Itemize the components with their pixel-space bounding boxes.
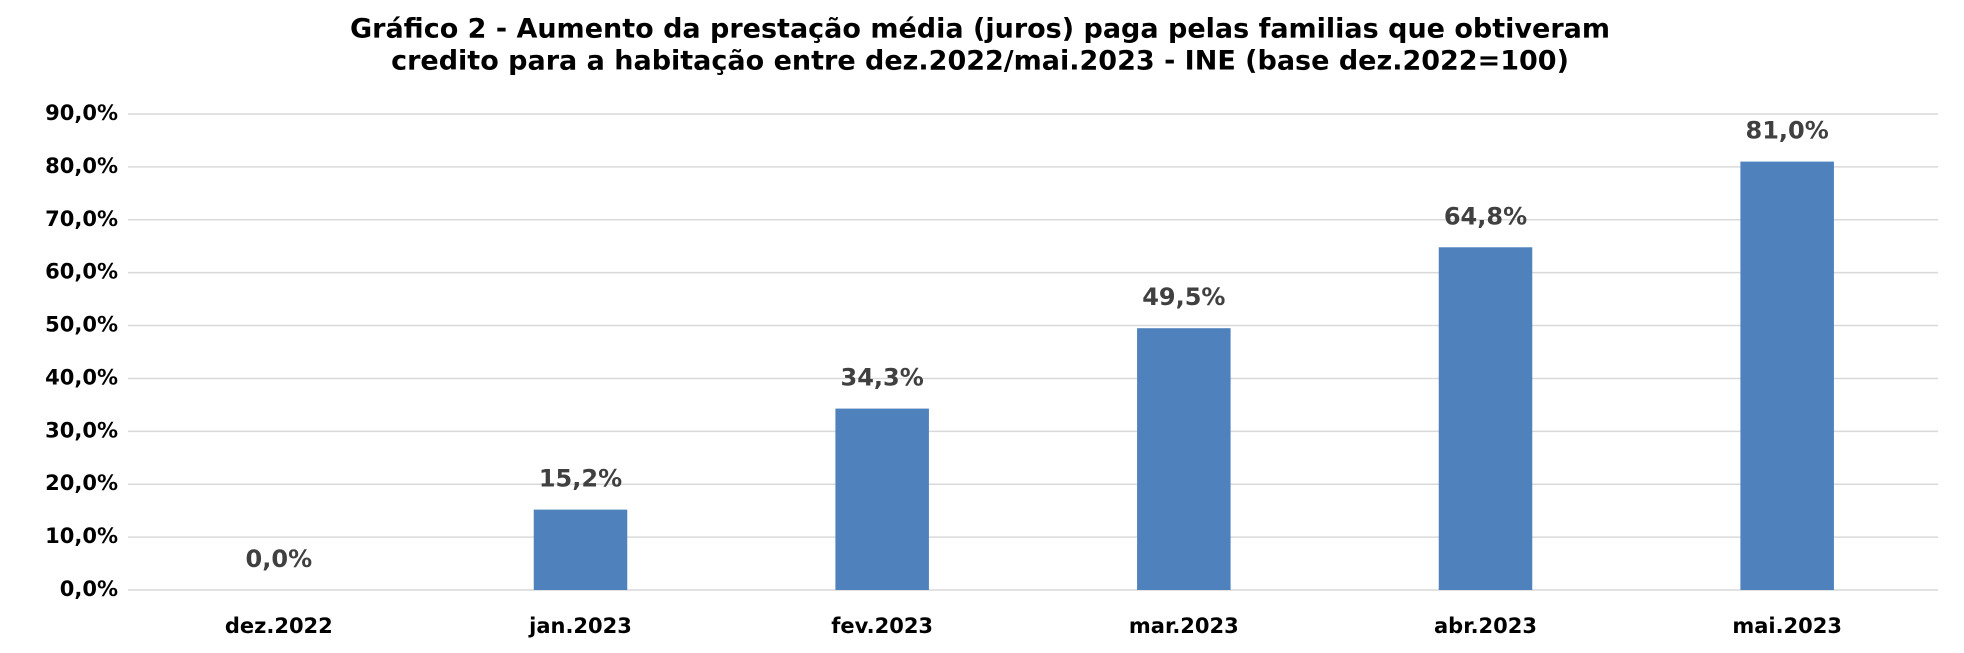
y-tick-label: 50,0% [45, 313, 118, 337]
bar [1740, 161, 1834, 590]
bar [1438, 247, 1533, 590]
chart-title: Gráfico 2 - Aumento da prestação média (… [350, 14, 1610, 45]
chart-title: credito para a habitação entre dez.2022/… [391, 46, 1569, 77]
value-label: 81,0% [1746, 117, 1829, 145]
x-tick-label: jan.2023 [528, 614, 632, 638]
y-tick-label: 60,0% [45, 260, 118, 284]
y-tick-label: 0,0% [60, 577, 118, 601]
x-tick-label: abr.2023 [1434, 614, 1537, 638]
bar [533, 509, 628, 590]
value-label: 64,8% [1444, 202, 1527, 230]
bar [835, 408, 929, 590]
y-tick-label: 40,0% [45, 365, 118, 389]
value-label: 15,2% [539, 465, 622, 493]
x-tick-label: mar.2023 [1129, 614, 1239, 638]
x-tick-label: dez.2022 [225, 614, 333, 638]
y-tick-label: 70,0% [45, 207, 118, 231]
y-tick-label: 90,0% [45, 101, 118, 125]
x-tick-label: fev.2023 [831, 614, 933, 638]
value-label: 34,3% [841, 364, 924, 392]
y-tick-label: 80,0% [45, 154, 118, 178]
bar [1137, 328, 1231, 590]
y-tick-label: 20,0% [45, 471, 118, 495]
value-label: 49,5% [1142, 283, 1225, 311]
value-label: 0,0% [246, 545, 313, 573]
x-tick-label: mai.2023 [1732, 614, 1842, 638]
y-tick-label: 30,0% [45, 418, 118, 442]
y-tick-label: 10,0% [45, 524, 118, 548]
